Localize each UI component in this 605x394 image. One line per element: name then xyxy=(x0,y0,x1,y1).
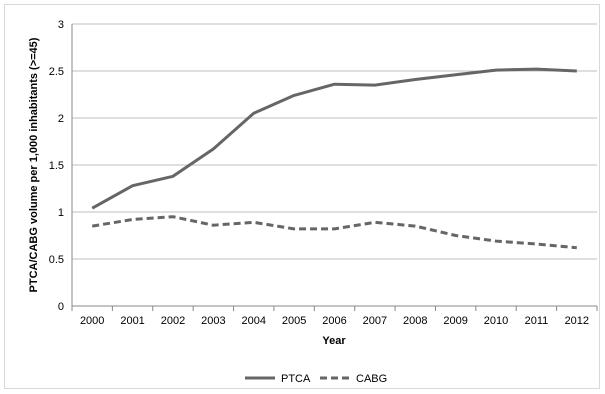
axes xyxy=(71,24,598,311)
x-tick-label: 2003 xyxy=(201,315,225,327)
x-tick-label: 2011 xyxy=(525,315,549,327)
y-axis-title: PTCA/CABG volume per 1,000 inhabitants (… xyxy=(28,37,40,292)
x-tick-label: 2001 xyxy=(120,315,144,327)
gridlines xyxy=(72,23,597,260)
y-tick-label: 0.5 xyxy=(49,254,64,266)
x-tick-label: 2002 xyxy=(161,315,185,327)
x-tick-label: 2004 xyxy=(241,315,265,327)
y-tick-labels: 0 0.5 1 1.5 2 2.5 3 xyxy=(49,19,64,313)
x-tick-label: 2000 xyxy=(80,315,104,327)
y-tick-label: 2.5 xyxy=(49,66,64,78)
x-axis-title: Year xyxy=(322,335,346,347)
y-tick-label: 0 xyxy=(58,301,64,313)
x-tick-label: 2008 xyxy=(403,315,427,327)
chart-frame xyxy=(4,4,600,389)
x-tick-label: 2005 xyxy=(282,315,306,327)
y-tick-label: 1 xyxy=(58,207,64,219)
y-tick-label: 3 xyxy=(58,19,64,31)
series-line-ptca xyxy=(91,67,577,210)
y-tick-label: 1.5 xyxy=(49,160,64,172)
x-tick-label: 2009 xyxy=(443,315,467,327)
legend-label-ptca: PTCA xyxy=(281,373,311,385)
y-tick-label: 2 xyxy=(58,113,64,125)
x-tick-label: 2010 xyxy=(484,315,508,327)
legend: PTCA CABG xyxy=(245,373,387,385)
x-tick-labels: 2000 2001 2002 2003 2004 2005 2006 2007 2008 2009… xyxy=(80,315,589,327)
series-line-cabg xyxy=(91,215,577,250)
legend-label-cabg: CABG xyxy=(356,373,387,385)
x-tick-label: 2012 xyxy=(565,315,589,327)
series-lines xyxy=(91,67,577,250)
x-tick-label: 2007 xyxy=(363,315,387,327)
x-tick-label: 2006 xyxy=(322,315,346,327)
